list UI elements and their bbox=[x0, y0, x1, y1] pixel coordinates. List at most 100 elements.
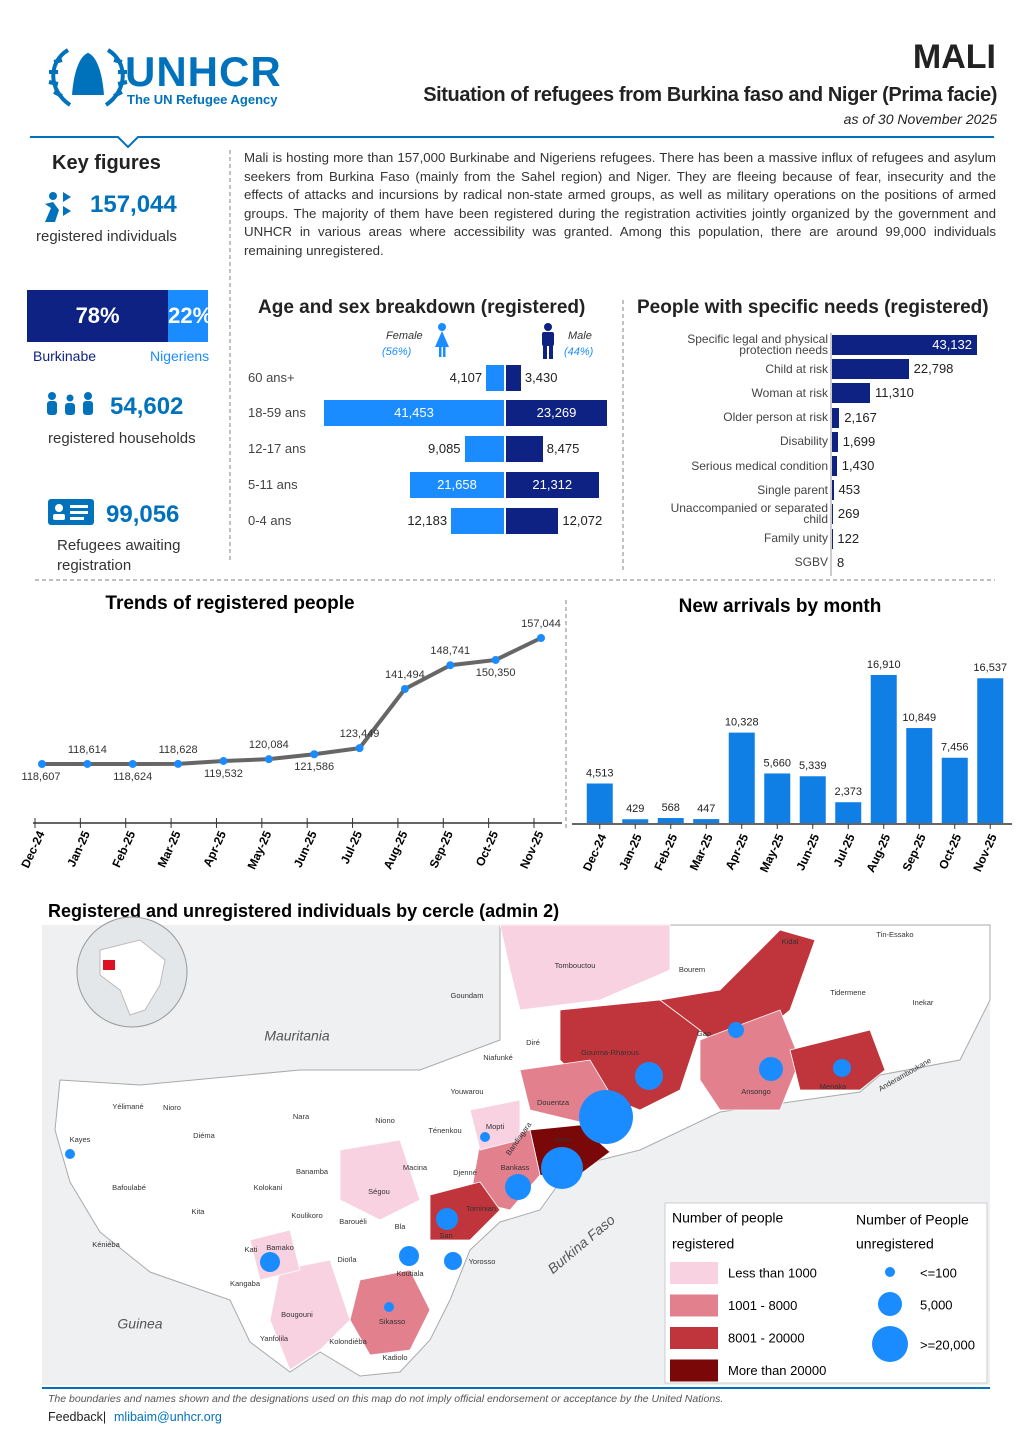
marker bbox=[491, 655, 500, 664]
value-label: 41,453 bbox=[394, 405, 434, 420]
bar bbox=[832, 456, 837, 476]
share-category: Nigeriens bbox=[150, 348, 210, 364]
value-label: 157,044 bbox=[521, 618, 561, 630]
value-label: 4,513 bbox=[586, 767, 614, 779]
feedback-email[interactable]: mlibaim@unhcr.org bbox=[114, 1410, 222, 1424]
inset-africa bbox=[99, 939, 166, 1016]
value-label: 5,660 bbox=[763, 757, 791, 769]
value-label: 16,910 bbox=[867, 659, 901, 671]
legend-title: unregistered bbox=[856, 1236, 934, 1252]
unregistered-symbol bbox=[384, 1302, 394, 1312]
value-label: 5,339 bbox=[799, 760, 827, 772]
value-label: 150,350 bbox=[476, 667, 516, 679]
place-label: Kati bbox=[245, 1245, 258, 1254]
x-tick-label: Oct-25 bbox=[936, 831, 965, 871]
place-label: Banamba bbox=[296, 1167, 329, 1176]
legend-share: (56%) bbox=[382, 346, 412, 358]
share-category: Burkinabe bbox=[33, 348, 97, 364]
x-tick-label: Feb-25 bbox=[651, 831, 680, 872]
category-label: 18-59 ans bbox=[248, 405, 306, 420]
legend-label: Male bbox=[568, 330, 592, 342]
bar bbox=[506, 508, 559, 534]
bar bbox=[977, 678, 1004, 823]
separators bbox=[35, 150, 995, 830]
legend-label: 5,000 bbox=[920, 1297, 953, 1312]
value-label: 118,607 bbox=[22, 771, 61, 783]
place-label: Bafoulabé bbox=[112, 1183, 146, 1192]
marker bbox=[128, 759, 137, 768]
place-label: Tidermene bbox=[830, 988, 866, 997]
x-tick-label: Jan-25 bbox=[64, 828, 93, 869]
value-label: 1,430 bbox=[841, 458, 875, 473]
marker bbox=[83, 759, 92, 768]
category-label: 0-4 ans bbox=[248, 513, 292, 528]
disclaimer: The boundaries and names shown and the d… bbox=[48, 1393, 724, 1405]
legend-label: 1001 - 8000 bbox=[728, 1298, 797, 1313]
category-label: Specific legal and physical protection n… bbox=[687, 332, 828, 357]
bar bbox=[832, 383, 871, 404]
place-label: Bla bbox=[395, 1222, 407, 1231]
place-label: Bamako bbox=[266, 1243, 294, 1252]
category-label: Disability bbox=[779, 434, 828, 449]
region bbox=[499, 924, 671, 1011]
value-label: 447 bbox=[697, 803, 715, 815]
place-label: Douentza bbox=[537, 1098, 570, 1107]
x-tick-label: Aug-25 bbox=[381, 828, 411, 871]
key-figures-title: Key figures bbox=[52, 152, 161, 174]
unregistered-symbol bbox=[399, 1246, 419, 1266]
bar bbox=[657, 818, 684, 823]
legend-box bbox=[664, 1202, 988, 1384]
legend-title: registered bbox=[672, 1236, 734, 1252]
place-label: Koro bbox=[555, 1135, 571, 1144]
place-label: Kolokani bbox=[254, 1183, 283, 1192]
unregistered-symbol bbox=[260, 1252, 280, 1272]
bar bbox=[409, 472, 504, 498]
place-label: Tin-Essako bbox=[876, 930, 913, 939]
value-label: 21,658 bbox=[437, 477, 477, 492]
value-label: 23,269 bbox=[536, 405, 577, 420]
x-tick-label: May-25 bbox=[245, 828, 275, 871]
chart-title: Trends of registered people bbox=[105, 593, 354, 614]
place-label: Kayes bbox=[70, 1135, 91, 1144]
place-label: Bourem bbox=[679, 965, 705, 974]
value-label: 568 bbox=[662, 802, 680, 814]
place-label: Kéniéba bbox=[92, 1240, 120, 1249]
place-label: Yélimané bbox=[112, 1102, 143, 1111]
value-label: 12,183 bbox=[407, 513, 448, 528]
category-label: Unaccompanied or separated child bbox=[670, 501, 828, 527]
category-label: 12-17 ans bbox=[248, 441, 306, 456]
x-tick-label: Jun-25 bbox=[291, 828, 320, 869]
value-label: 10,328 bbox=[725, 717, 759, 729]
category-label: Family unity bbox=[763, 531, 828, 546]
unregistered-symbol bbox=[480, 1132, 490, 1142]
key-figure-label: registered individuals bbox=[36, 228, 177, 245]
place-label: Menaka bbox=[820, 1082, 848, 1091]
legend-symbol bbox=[878, 1292, 902, 1316]
place-label: Macina bbox=[403, 1163, 428, 1172]
value-label: 8,475 bbox=[546, 441, 580, 456]
value-label: 9,085 bbox=[428, 441, 461, 456]
chart-title: Age and sex breakdown (registered) bbox=[258, 297, 586, 318]
region bbox=[789, 1029, 886, 1091]
place-label: Mopti bbox=[486, 1122, 505, 1131]
unregistered-symbol bbox=[759, 1057, 783, 1081]
x-tick-label: Apr-25 bbox=[723, 831, 752, 872]
bar bbox=[835, 802, 862, 823]
value-label: 16,537 bbox=[973, 662, 1007, 674]
value-label: 4,107 bbox=[449, 370, 483, 385]
x-tick-label: Jun-25 bbox=[793, 831, 822, 872]
chart-title: New arrivals by month bbox=[679, 596, 882, 617]
place-label: San bbox=[439, 1231, 452, 1240]
share-label: 78% bbox=[75, 303, 120, 328]
x-tick-label: Mar-25 bbox=[155, 828, 184, 869]
bar bbox=[506, 365, 521, 391]
value-label: 7,456 bbox=[941, 742, 969, 754]
logo-text: UNHCR bbox=[125, 48, 282, 95]
value-label: 120,084 bbox=[249, 739, 289, 751]
place-label: Kidal bbox=[782, 937, 799, 946]
x-tick-label: May-25 bbox=[757, 831, 787, 874]
x-tick-label: Jan-25 bbox=[616, 831, 645, 872]
icon-households bbox=[47, 392, 93, 415]
